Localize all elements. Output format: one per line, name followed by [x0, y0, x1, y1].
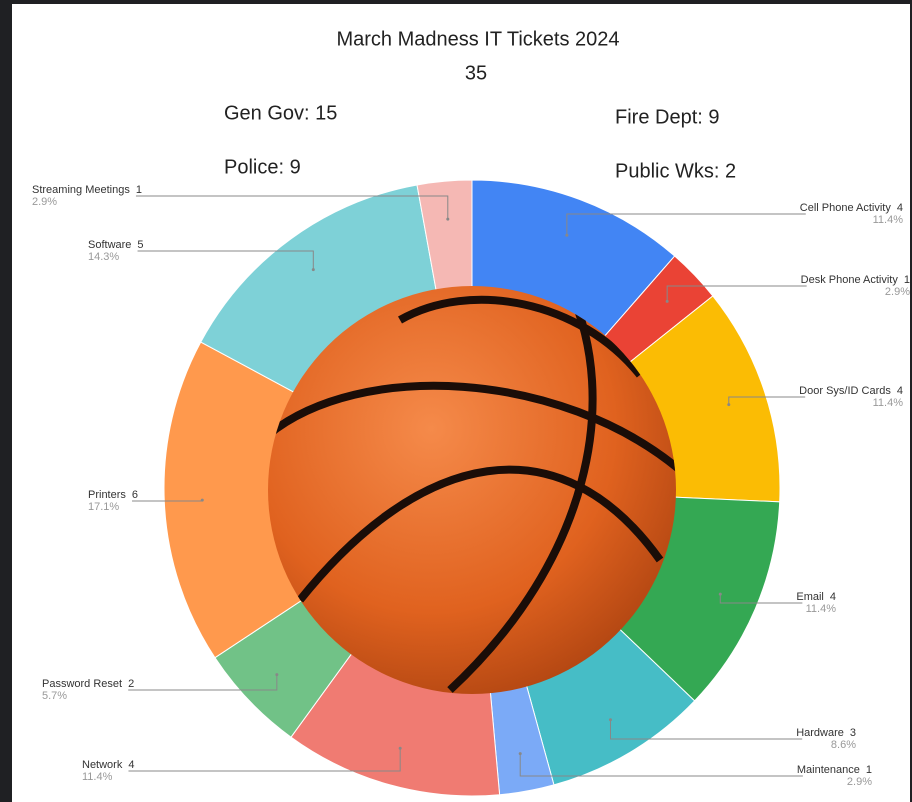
leader-line	[728, 396, 806, 405]
category-name: Cell Phone Activity	[800, 202, 892, 214]
slice-label: Streaming Meetings 1 2.9%	[32, 184, 450, 221]
slice-label: Email 411.4%	[718, 591, 837, 615]
slice-label: Maintenance 12.9%	[518, 752, 872, 788]
category-value: 6	[132, 489, 138, 501]
leader-line	[666, 285, 807, 302]
slice-label: Hardware 38.6%	[608, 718, 856, 751]
category-value: 5	[137, 239, 143, 251]
percent-label: 5.7%	[42, 690, 67, 702]
category-name: Email	[796, 591, 824, 603]
slice-label: Cell Phone Activity 411.4%	[565, 202, 903, 237]
category-label: Software 5	[88, 239, 144, 251]
percent-label: 2.9%	[847, 776, 872, 788]
seams	[268, 288, 676, 693]
category-name: Network	[82, 759, 123, 771]
category-label: Email 4	[796, 591, 836, 603]
category-name: Printers	[88, 489, 126, 501]
leader-dot	[565, 233, 569, 237]
category-label: Password Reset 2	[42, 678, 134, 690]
slice-label: Network 4 11.4%	[82, 746, 402, 783]
chart-title: March Madness IT Tickets 2024	[336, 28, 619, 50]
category-label: Cell Phone Activity 4	[800, 202, 903, 214]
category-label: Door Sys/ID Cards 4	[799, 385, 903, 397]
slice-label: Door Sys/ID Cards 411.4%	[727, 385, 903, 409]
category-label: Desk Phone Activity 1	[801, 274, 910, 286]
category-name: Password Reset	[42, 678, 122, 690]
category-label: Printers 6	[88, 489, 138, 501]
percent-label: 2.9%	[32, 196, 57, 208]
category-value: 2	[128, 678, 134, 690]
category-name: Streaming Meetings	[32, 184, 130, 196]
leader-line	[566, 213, 806, 236]
total: 35	[465, 62, 487, 84]
leader-dot	[518, 752, 522, 756]
leader-dot	[275, 673, 279, 677]
leader-dot	[398, 746, 402, 750]
percent-label: 11.4%	[873, 214, 904, 226]
annotation: Police: 9	[224, 156, 301, 178]
basketball	[268, 286, 676, 694]
percent-label: 2.9%	[885, 286, 910, 298]
percent-label: 11.4%	[82, 771, 113, 783]
percent-label: 17.1%	[88, 501, 119, 513]
leader-line	[519, 753, 803, 777]
leader-dot	[727, 403, 731, 407]
category-name: Door Sys/ID Cards	[799, 385, 891, 397]
leader-dot	[200, 498, 204, 502]
percent-label: 11.4%	[873, 397, 904, 409]
leader-dot	[718, 592, 722, 596]
annotation: Fire Dept: 9	[615, 106, 719, 128]
percent-label: 11.4%	[806, 603, 837, 615]
category-name: Desk Phone Activity	[801, 274, 899, 286]
category-value: 4	[128, 759, 134, 771]
slice-label: Printers 6 17.1%	[88, 489, 204, 513]
category-value: 4	[897, 202, 903, 214]
percent-label: 14.3%	[88, 251, 119, 263]
leader-dot	[608, 718, 612, 722]
category-value: 4	[897, 385, 903, 397]
category-value: 3	[850, 727, 856, 739]
category-name: Maintenance	[797, 764, 860, 776]
category-label: Maintenance 1	[797, 764, 872, 776]
leader-dot	[665, 299, 669, 303]
category-label: Streaming Meetings 1	[32, 184, 142, 196]
category-value: 1	[866, 764, 872, 776]
category-label: Hardware 3	[796, 727, 856, 739]
percent-label: 8.6%	[831, 739, 856, 751]
leader-line	[137, 250, 314, 270]
annotation: Gen Gov: 15	[224, 102, 337, 124]
leader-line	[609, 719, 803, 740]
slice-label: Desk Phone Activity 12.9%	[665, 274, 910, 303]
leader-line	[128, 748, 401, 772]
slice-label: Software 5 14.3%	[88, 239, 315, 272]
category-value: 4	[830, 591, 836, 603]
leader-line	[135, 195, 449, 220]
leader-line	[719, 594, 803, 604]
leader-dot	[446, 217, 450, 221]
category-label: Network 4	[82, 759, 134, 771]
category-value: 1	[904, 274, 910, 286]
leader-line	[128, 674, 278, 691]
annotation: Public Wks: 2	[615, 160, 736, 182]
slice-label: Password Reset 2 5.7%	[42, 673, 279, 702]
category-name: Software	[88, 239, 131, 251]
category-value: 1	[136, 184, 142, 196]
category-name: Hardware	[796, 727, 844, 739]
leader-dot	[311, 268, 315, 272]
